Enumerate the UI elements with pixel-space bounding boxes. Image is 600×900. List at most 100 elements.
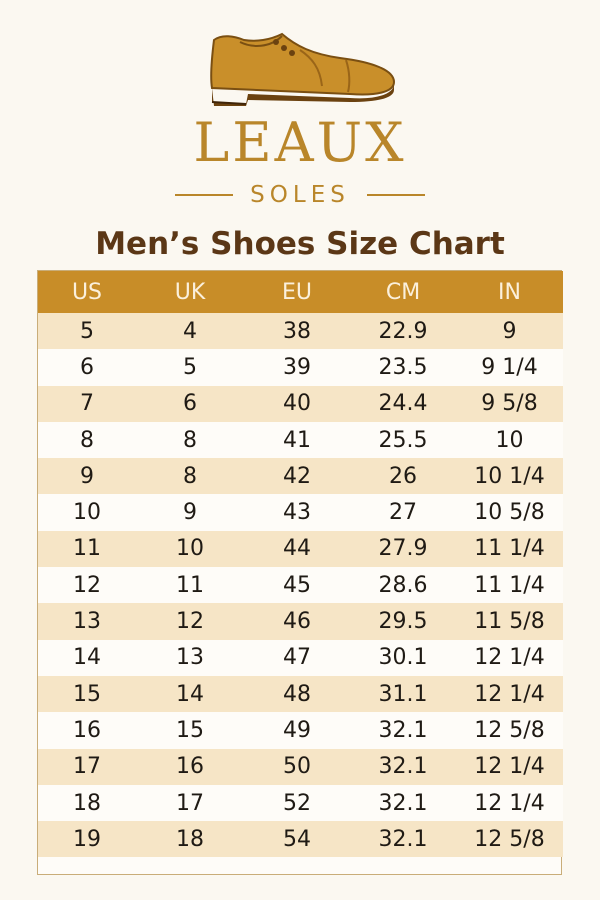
cell-us: 14 [38, 639, 136, 676]
table-row: 14 13 47 30.1 12 1/4 [38, 639, 563, 676]
table-row: 17 16 50 32.1 12 1/4 [38, 748, 563, 785]
cell-cm: 28.6 [350, 567, 456, 604]
cell-eu: 48 [244, 675, 350, 713]
brand-tagline: SOLES [250, 182, 350, 208]
cell-uk: 16 [136, 748, 244, 785]
header-uk: UK [136, 271, 244, 313]
table-row: 12 11 45 28.6 11 1/4 [38, 567, 563, 604]
table-row: 19 18 54 32.1 12 5/8 [38, 821, 563, 858]
cell-cm: 27 [350, 494, 456, 531]
cell-eu: 40 [244, 385, 350, 422]
cell-in: 10 1/4 [456, 458, 563, 495]
cell-us: 13 [38, 603, 136, 640]
cell-uk: 13 [136, 639, 244, 676]
table-header-row: US UK EU CM IN [38, 271, 563, 313]
cell-in: 10 5/8 [456, 494, 563, 531]
cell-uk: 12 [136, 603, 244, 640]
cell-eu: 39 [244, 349, 350, 386]
cell-eu: 45 [244, 567, 350, 604]
table-row: 5 4 38 22.9 9 [38, 313, 563, 350]
cell-eu: 38 [244, 313, 350, 350]
cell-us: 9 [38, 458, 136, 495]
cell-cm: 22.9 [350, 313, 456, 350]
table-row: 11 10 44 27.9 11 1/4 [38, 530, 563, 568]
brand-name: LEAUX [193, 111, 407, 174]
cell-cm: 32.1 [350, 821, 456, 858]
divider-left [175, 194, 233, 196]
table-row: 8 8 41 25.5 10 [38, 421, 563, 459]
cell-us: 12 [38, 567, 136, 604]
size-chart-table: US UK EU CM IN 5 4 38 22.9 9 6 5 39 23.5 9 1/4 7 6 4… [37, 270, 563, 875]
cell-uk: 14 [136, 675, 244, 713]
cell-eu: 43 [244, 494, 350, 531]
cell-eu: 52 [244, 784, 350, 822]
cell-us: 7 [38, 385, 136, 422]
cell-uk: 4 [136, 313, 244, 350]
cell-in: 11 1/4 [456, 567, 563, 604]
cell-cm: 30.1 [350, 639, 456, 676]
table-row: 13 12 46 29.5 11 5/8 [38, 603, 563, 640]
cell-uk: 11 [136, 567, 244, 604]
cell-uk: 5 [136, 349, 244, 386]
cell-eu: 42 [244, 458, 350, 495]
cell-us: 18 [38, 784, 136, 822]
cell-us: 10 [38, 494, 136, 531]
cell-uk: 10 [136, 530, 244, 568]
table-row: 6 5 39 23.5 9 1/4 [38, 349, 563, 386]
page-title: Men’s Shoes Size Chart [95, 226, 505, 262]
cell-eu: 49 [244, 712, 350, 749]
cell-uk: 8 [136, 421, 244, 459]
cell-us: 6 [38, 349, 136, 386]
cell-us: 16 [38, 712, 136, 749]
table-row: 10 9 43 27 10 5/8 [38, 494, 563, 531]
cell-in: 12 5/8 [456, 712, 563, 749]
table-row: 18 17 52 32.1 12 1/4 [38, 784, 563, 822]
cell-eu: 41 [244, 421, 350, 459]
divider-right [367, 194, 425, 196]
header-us: US [38, 271, 136, 313]
brand-tagline-row: SOLES [0, 180, 600, 210]
cell-us: 15 [38, 675, 136, 713]
cell-in: 9 1/4 [456, 349, 563, 386]
cell-in: 9 5/8 [456, 385, 563, 422]
cell-cm: 32.1 [350, 748, 456, 785]
cell-eu: 54 [244, 821, 350, 858]
cell-us: 8 [38, 421, 136, 459]
table-row: 15 14 48 31.1 12 1/4 [38, 675, 563, 713]
cell-uk: 15 [136, 712, 244, 749]
cell-cm: 31.1 [350, 675, 456, 713]
cell-cm: 24.4 [350, 385, 456, 422]
cell-cm: 27.9 [350, 530, 456, 568]
table-body: 5 4 38 22.9 9 6 5 39 23.5 9 1/4 7 6 40 24.4 9 5/8 8 8 41 2… [38, 313, 563, 858]
cell-in: 12 1/4 [456, 675, 563, 713]
cell-uk: 17 [136, 784, 244, 822]
cell-eu: 46 [244, 603, 350, 640]
header-eu: EU [244, 271, 350, 313]
cell-in: 12 1/4 [456, 639, 563, 676]
cell-uk: 8 [136, 458, 244, 495]
cell-us: 17 [38, 748, 136, 785]
table-row: 16 15 49 32.1 12 5/8 [38, 712, 563, 749]
cell-cm: 26 [350, 458, 456, 495]
cell-cm: 29.5 [350, 603, 456, 640]
header-cm: CM [350, 271, 456, 313]
cell-eu: 50 [244, 748, 350, 785]
cell-in: 12 1/4 [456, 748, 563, 785]
header-in: IN [456, 271, 563, 313]
cell-us: 19 [38, 821, 136, 858]
cell-in: 11 5/8 [456, 603, 563, 640]
cell-eu: 44 [244, 530, 350, 568]
table-row: 9 8 42 26 10 1/4 [38, 458, 563, 495]
cell-cm: 32.1 [350, 784, 456, 822]
cell-cm: 23.5 [350, 349, 456, 386]
cell-us: 11 [38, 530, 136, 568]
cell-cm: 25.5 [350, 421, 456, 459]
cell-in: 12 5/8 [456, 821, 563, 858]
cell-uk: 9 [136, 494, 244, 531]
cell-in: 10 [456, 421, 563, 459]
cell-us: 5 [38, 313, 136, 350]
cell-eu: 47 [244, 639, 350, 676]
cell-uk: 6 [136, 385, 244, 422]
shoe-icon [210, 32, 396, 106]
cell-cm: 32.1 [350, 712, 456, 749]
